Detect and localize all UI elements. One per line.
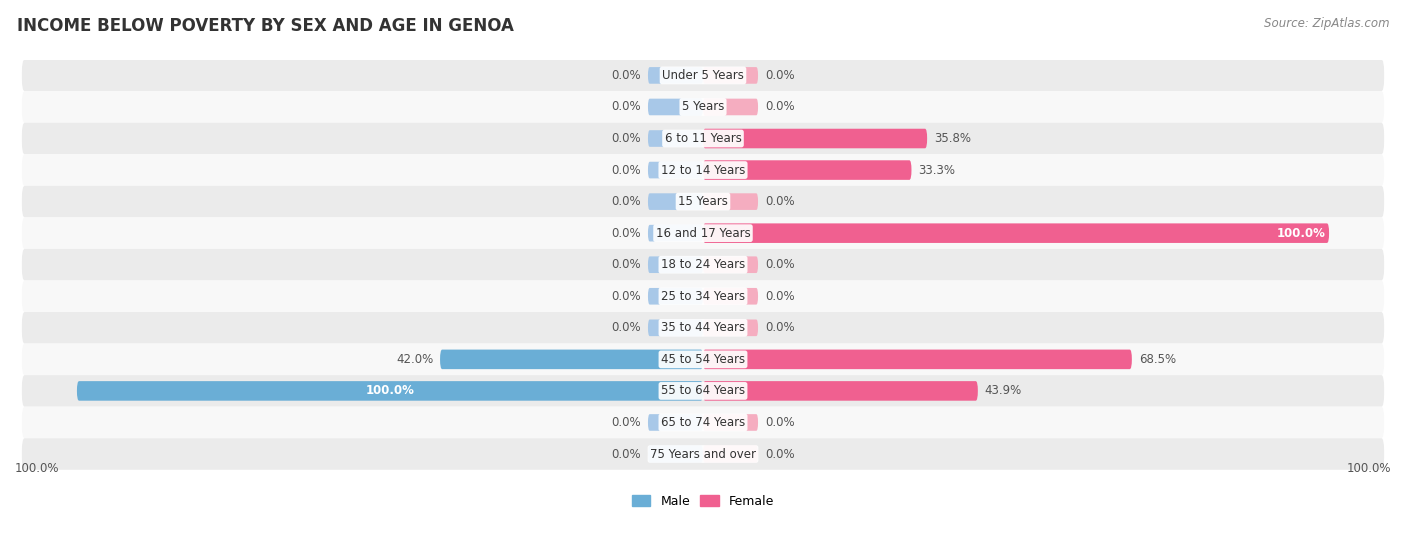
Text: 100.0%: 100.0% bbox=[366, 384, 415, 397]
FancyBboxPatch shape bbox=[22, 60, 1384, 91]
Text: 0.0%: 0.0% bbox=[612, 132, 641, 145]
Text: 0.0%: 0.0% bbox=[765, 321, 794, 334]
Text: 45 to 54 Years: 45 to 54 Years bbox=[661, 353, 745, 366]
Text: 100.0%: 100.0% bbox=[1347, 461, 1391, 474]
FancyBboxPatch shape bbox=[703, 414, 758, 431]
Text: 0.0%: 0.0% bbox=[612, 69, 641, 82]
Text: 0.0%: 0.0% bbox=[765, 69, 794, 82]
Text: 0.0%: 0.0% bbox=[765, 448, 794, 460]
FancyBboxPatch shape bbox=[648, 446, 703, 463]
FancyBboxPatch shape bbox=[22, 155, 1384, 186]
Text: 0.0%: 0.0% bbox=[612, 195, 641, 208]
FancyBboxPatch shape bbox=[22, 375, 1384, 407]
Text: 55 to 64 Years: 55 to 64 Years bbox=[661, 384, 745, 397]
Text: 15 Years: 15 Years bbox=[678, 195, 728, 208]
Text: 100.0%: 100.0% bbox=[1277, 227, 1326, 240]
Text: 68.5%: 68.5% bbox=[1139, 353, 1175, 366]
FancyBboxPatch shape bbox=[703, 349, 1132, 369]
FancyBboxPatch shape bbox=[703, 320, 758, 336]
FancyBboxPatch shape bbox=[648, 288, 703, 305]
FancyBboxPatch shape bbox=[703, 223, 1329, 243]
Text: 25 to 34 Years: 25 to 34 Years bbox=[661, 290, 745, 303]
Text: 0.0%: 0.0% bbox=[612, 227, 641, 240]
FancyBboxPatch shape bbox=[648, 414, 703, 431]
FancyBboxPatch shape bbox=[648, 130, 703, 147]
FancyBboxPatch shape bbox=[22, 281, 1384, 312]
Text: 42.0%: 42.0% bbox=[396, 353, 433, 366]
Text: 0.0%: 0.0% bbox=[612, 448, 641, 460]
FancyBboxPatch shape bbox=[703, 193, 758, 210]
Text: 5 Years: 5 Years bbox=[682, 100, 724, 113]
FancyBboxPatch shape bbox=[703, 99, 758, 116]
Text: 0.0%: 0.0% bbox=[765, 416, 794, 429]
FancyBboxPatch shape bbox=[703, 67, 758, 84]
FancyBboxPatch shape bbox=[703, 381, 977, 401]
Text: 0.0%: 0.0% bbox=[765, 258, 794, 271]
FancyBboxPatch shape bbox=[648, 67, 703, 84]
Text: 6 to 11 Years: 6 to 11 Years bbox=[665, 132, 741, 145]
Text: INCOME BELOW POVERTY BY SEX AND AGE IN GENOA: INCOME BELOW POVERTY BY SEX AND AGE IN G… bbox=[17, 17, 513, 35]
Text: 75 Years and over: 75 Years and over bbox=[650, 448, 756, 460]
Text: 43.9%: 43.9% bbox=[984, 384, 1022, 397]
Text: 100.0%: 100.0% bbox=[15, 461, 59, 474]
Text: 65 to 74 Years: 65 to 74 Years bbox=[661, 416, 745, 429]
Text: 0.0%: 0.0% bbox=[612, 321, 641, 334]
FancyBboxPatch shape bbox=[22, 91, 1384, 123]
Text: 0.0%: 0.0% bbox=[612, 258, 641, 271]
Text: 0.0%: 0.0% bbox=[612, 163, 641, 176]
FancyBboxPatch shape bbox=[648, 320, 703, 336]
FancyBboxPatch shape bbox=[22, 123, 1384, 155]
FancyBboxPatch shape bbox=[22, 344, 1384, 375]
Text: 35.8%: 35.8% bbox=[934, 132, 972, 145]
FancyBboxPatch shape bbox=[22, 438, 1384, 470]
Text: 18 to 24 Years: 18 to 24 Years bbox=[661, 258, 745, 271]
FancyBboxPatch shape bbox=[22, 249, 1384, 281]
FancyBboxPatch shape bbox=[22, 186, 1384, 218]
FancyBboxPatch shape bbox=[648, 193, 703, 210]
Text: Source: ZipAtlas.com: Source: ZipAtlas.com bbox=[1264, 17, 1389, 30]
FancyBboxPatch shape bbox=[648, 162, 703, 179]
Text: 0.0%: 0.0% bbox=[765, 290, 794, 303]
Legend: Male, Female: Male, Female bbox=[627, 490, 779, 513]
Text: 0.0%: 0.0% bbox=[765, 100, 794, 113]
Text: 35 to 44 Years: 35 to 44 Years bbox=[661, 321, 745, 334]
FancyBboxPatch shape bbox=[703, 288, 758, 305]
FancyBboxPatch shape bbox=[703, 160, 911, 180]
FancyBboxPatch shape bbox=[77, 381, 703, 401]
FancyBboxPatch shape bbox=[703, 446, 758, 463]
FancyBboxPatch shape bbox=[22, 312, 1384, 344]
FancyBboxPatch shape bbox=[648, 257, 703, 273]
FancyBboxPatch shape bbox=[648, 99, 703, 116]
FancyBboxPatch shape bbox=[22, 407, 1384, 438]
Text: 0.0%: 0.0% bbox=[612, 290, 641, 303]
FancyBboxPatch shape bbox=[22, 218, 1384, 249]
FancyBboxPatch shape bbox=[703, 257, 758, 273]
FancyBboxPatch shape bbox=[440, 349, 703, 369]
Text: 16 and 17 Years: 16 and 17 Years bbox=[655, 227, 751, 240]
FancyBboxPatch shape bbox=[703, 129, 927, 148]
Text: 12 to 14 Years: 12 to 14 Years bbox=[661, 163, 745, 176]
Text: 33.3%: 33.3% bbox=[918, 163, 955, 176]
Text: 0.0%: 0.0% bbox=[612, 416, 641, 429]
Text: 0.0%: 0.0% bbox=[612, 100, 641, 113]
FancyBboxPatch shape bbox=[648, 225, 703, 242]
Text: Under 5 Years: Under 5 Years bbox=[662, 69, 744, 82]
Text: 0.0%: 0.0% bbox=[765, 195, 794, 208]
